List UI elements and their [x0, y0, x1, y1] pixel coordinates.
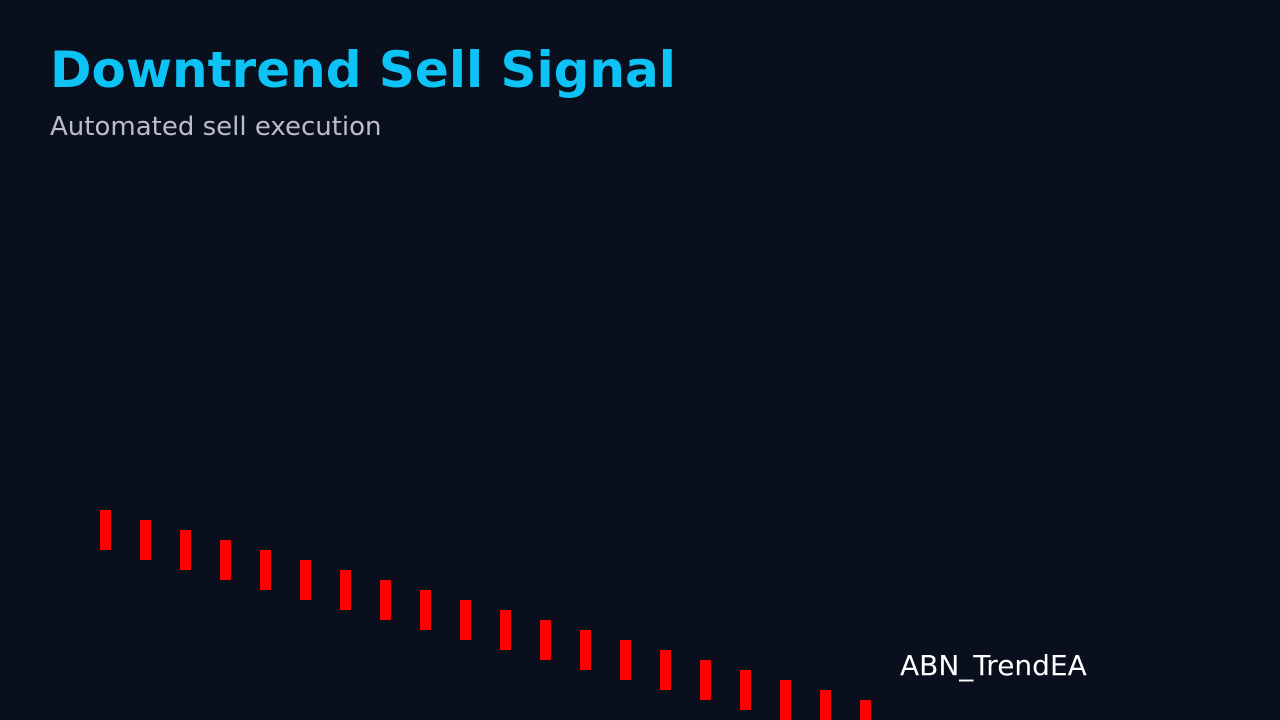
- candle-2: [140, 520, 151, 560]
- candle-12: [540, 620, 551, 660]
- candle-19: [820, 690, 831, 720]
- candle-9: [420, 590, 431, 630]
- candle-20: [860, 700, 871, 720]
- candle-16: [700, 660, 711, 700]
- candle-7: [340, 570, 351, 610]
- candle-14: [620, 640, 631, 680]
- candle-6: [300, 560, 311, 600]
- candle-1: [100, 510, 111, 550]
- candle-11: [500, 610, 511, 650]
- candle-18: [780, 680, 791, 720]
- page-title: Downtrend Sell Signal: [50, 41, 676, 99]
- candle-10: [460, 600, 471, 640]
- candle-5: [260, 550, 271, 590]
- page-subtitle: Automated sell execution: [50, 112, 382, 142]
- candle-3: [180, 530, 191, 570]
- candle-4: [220, 540, 231, 580]
- candle-8: [380, 580, 391, 620]
- candle-15: [660, 650, 671, 690]
- candle-13: [580, 630, 591, 670]
- candle-17: [740, 670, 751, 710]
- brand-label: ABN_TrendEA: [900, 649, 1087, 682]
